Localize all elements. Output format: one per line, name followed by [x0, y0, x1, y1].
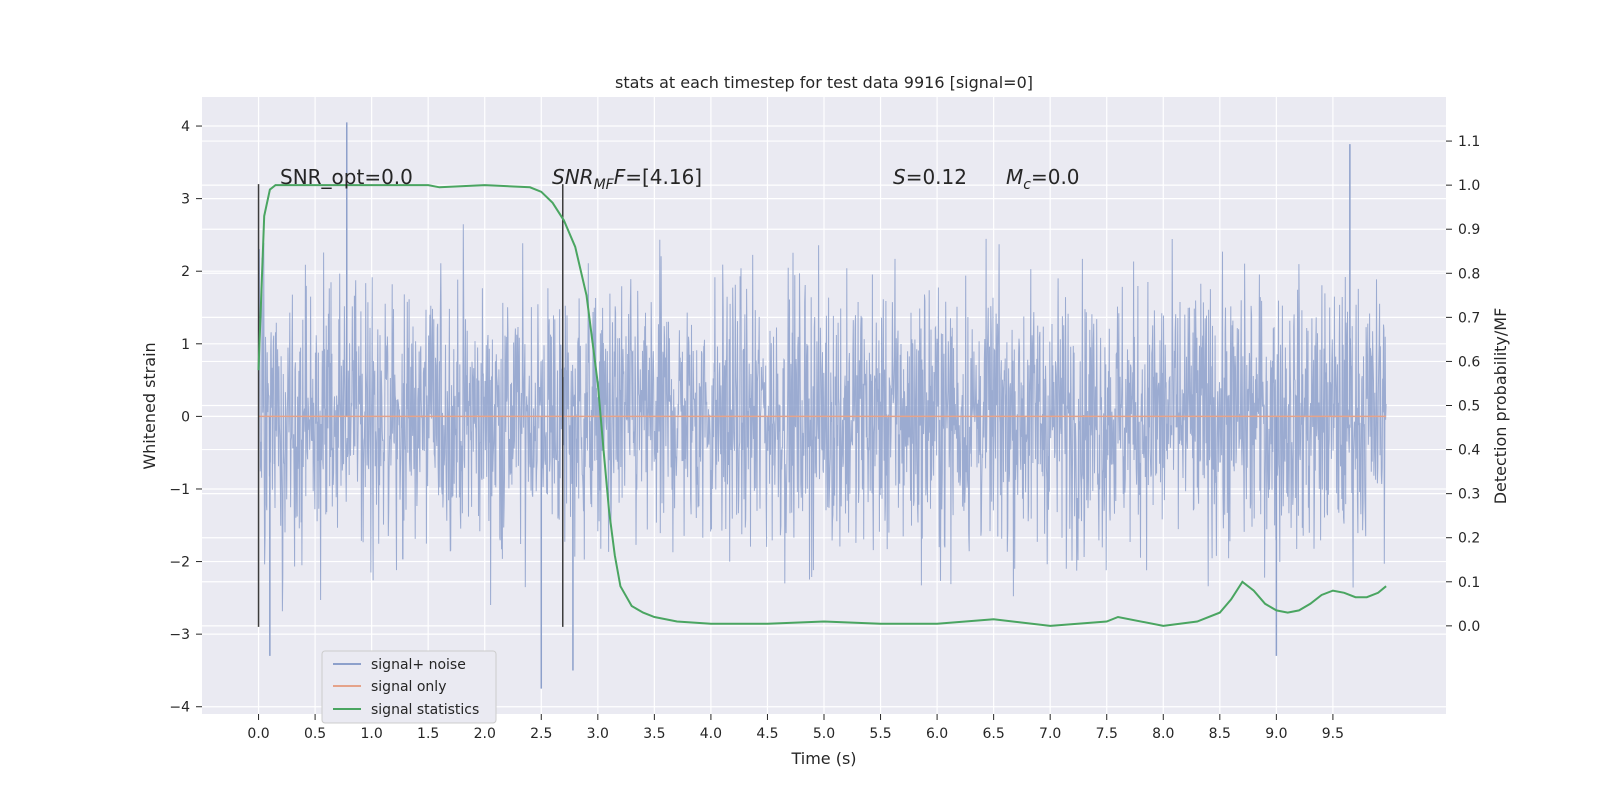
legend-box — [321, 650, 497, 724]
y-tick-label: −3 — [169, 627, 190, 643]
x-tick-label: 5.5 — [869, 726, 891, 742]
legend: signal+ noise signal only signal statist… — [321, 650, 497, 724]
s-value: =0.12 — [906, 165, 967, 189]
s-main: S — [893, 165, 906, 189]
annotation-snr-opt: SNR_opt=0.0 — [280, 165, 413, 189]
legend-label-noise: signal+ noise — [371, 657, 466, 673]
snr-mf-f: F — [614, 165, 626, 189]
legend-label-signal: signal only — [371, 679, 446, 695]
y-right-tick-label: 1.1 — [1458, 134, 1480, 150]
y-tick-label: −1 — [169, 482, 190, 498]
chart-title: stats at each timestep for test data 991… — [615, 73, 1033, 92]
legend-label-stats: signal statistics — [371, 702, 479, 718]
x-tick-label: 2.0 — [474, 726, 496, 742]
x-tick-label: 4.5 — [756, 726, 778, 742]
y-right-tick-label: 0.1 — [1458, 575, 1480, 591]
snr-mf-main: SNR — [552, 165, 594, 189]
noise-series — [258, 122, 1387, 689]
y-tick-label: 4 — [181, 119, 190, 135]
x-tick-label: 6.0 — [926, 726, 948, 742]
annotation-mc: Mc=0.0 — [1006, 165, 1080, 193]
x-tick-label: 6.5 — [983, 726, 1005, 742]
mc-main: M — [1006, 165, 1023, 189]
y-right-tick-label: 0.3 — [1458, 487, 1480, 503]
x-tick-label: 7.5 — [1096, 726, 1118, 742]
y-right-tick-label: 1.0 — [1458, 178, 1480, 194]
x-tick-label: 5.0 — [813, 726, 835, 742]
x-tick-label: 9.0 — [1265, 726, 1287, 742]
ticks: 0.0 0.5 1.0 1.5 2.0 2.5 3.0 3.5 4.0 4.5 5.0 5.5 6.0 6… — [169, 119, 1480, 742]
mc-sub: c — [1023, 177, 1031, 193]
y-tick-label: 2 — [181, 264, 190, 280]
x-tick-label: 9.5 — [1322, 726, 1344, 742]
y-right-tick-label: 0.2 — [1458, 531, 1480, 547]
x-tick-label: 8.5 — [1209, 726, 1231, 742]
y-right-tick-label: 0.0 — [1458, 619, 1480, 635]
x-tick-label: 0.0 — [247, 726, 269, 742]
annotation-snr-mf: SNRMFF=[4.16] — [552, 165, 702, 193]
snr-mf-value: =[4.16] — [625, 165, 702, 189]
y-tick-label: 3 — [181, 192, 190, 208]
y-tick-label: −2 — [169, 555, 190, 571]
stats-series — [257, 184, 1387, 627]
mc-value: =0.0 — [1031, 165, 1080, 189]
y-right-axis-label: Detection probability/MF — [1491, 308, 1510, 505]
x-tick-label: 3.0 — [587, 726, 609, 742]
snr-mf-sub: MF — [594, 177, 615, 193]
y-right-tick-label: 0.9 — [1458, 222, 1480, 238]
x-tick-label: 1.5 — [417, 726, 439, 742]
x-tick-label: 4.0 — [700, 726, 722, 742]
x-tick-label: 0.5 — [304, 726, 326, 742]
y-right-tick-label: 0.4 — [1458, 443, 1480, 459]
y-right-tick-label: 0.6 — [1458, 354, 1480, 370]
y-right-tick-label: 0.5 — [1458, 399, 1480, 415]
x-axis-label: Time (s) — [790, 749, 856, 768]
series-signal-noise — [258, 224, 1387, 612]
y-tick-label: 1 — [181, 337, 190, 353]
series-signal-statistics — [257, 184, 1387, 627]
x-tick-label: 3.5 — [643, 726, 665, 742]
x-tick-label: 8.0 — [1152, 726, 1174, 742]
y-right-tick-label: 0.7 — [1458, 310, 1480, 326]
y-tick-label: 0 — [181, 409, 190, 425]
x-tick-label: 2.5 — [530, 726, 552, 742]
x-tick-label: 7.0 — [1039, 726, 1061, 742]
x-tick-label: 1.0 — [361, 726, 383, 742]
y-right-tick-label: 0.8 — [1458, 266, 1480, 282]
y-tick-label: −4 — [169, 700, 190, 716]
y-axis-label: Whitened strain — [140, 342, 159, 469]
annotation-s: S=0.12 — [893, 165, 967, 189]
vertical-lines — [257, 184, 564, 627]
